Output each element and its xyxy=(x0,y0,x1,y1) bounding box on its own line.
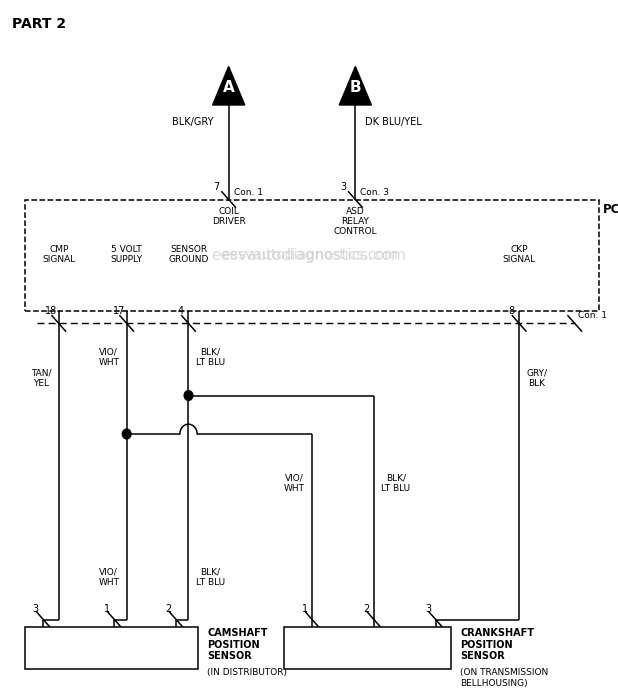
Bar xyxy=(25,199,599,312)
Text: PCM: PCM xyxy=(603,203,618,216)
Text: TAN/
YEL: TAN/ YEL xyxy=(31,368,51,388)
Text: VIO/
WHT: VIO/ WHT xyxy=(98,568,119,587)
Text: CMP
SIGNAL: CMP SIGNAL xyxy=(42,245,75,265)
Text: Con. 1: Con. 1 xyxy=(234,188,263,197)
Text: 1: 1 xyxy=(104,604,110,614)
Text: (ON TRANSMISSION
BELLHOUSING): (ON TRANSMISSION BELLHOUSING) xyxy=(460,668,549,688)
Text: 8: 8 xyxy=(509,307,515,316)
Polygon shape xyxy=(339,66,371,105)
Text: CRANKSHAFT
POSITION
SENSOR: CRANKSHAFT POSITION SENSOR xyxy=(460,628,535,661)
Text: 3: 3 xyxy=(425,604,431,614)
Text: ASD
RELAY
CONTROL: ASD RELAY CONTROL xyxy=(334,206,377,237)
Text: 2: 2 xyxy=(166,604,172,614)
Text: VIO/
WHT: VIO/ WHT xyxy=(98,347,119,367)
Text: PART 2: PART 2 xyxy=(12,18,67,32)
Text: BLK/
LT BLU: BLK/ LT BLU xyxy=(196,568,225,587)
Circle shape xyxy=(122,429,131,439)
Text: 7: 7 xyxy=(213,183,219,193)
Text: (IN DISTRIBUTOR): (IN DISTRIBUTOR) xyxy=(207,668,287,678)
Text: BLK/
LT BLU: BLK/ LT BLU xyxy=(381,473,410,493)
Text: 5 VOLT
SUPPLY: 5 VOLT SUPPLY xyxy=(111,245,143,265)
Text: A: A xyxy=(222,80,235,95)
Text: 3: 3 xyxy=(340,183,346,193)
Text: eesvautodiagnostics.com: eesvautodiagnostics.com xyxy=(221,248,397,262)
Circle shape xyxy=(184,391,193,400)
Bar xyxy=(25,626,198,668)
Text: BLK/
LT BLU: BLK/ LT BLU xyxy=(196,347,225,367)
Text: 4: 4 xyxy=(178,307,184,316)
Text: BLK/GRY: BLK/GRY xyxy=(172,118,213,127)
Text: GRY/
BLK: GRY/ BLK xyxy=(527,368,548,388)
Text: 1: 1 xyxy=(302,604,308,614)
Text: CKP
SIGNAL: CKP SIGNAL xyxy=(502,245,536,265)
Text: CAMSHAFT
POSITION
SENSOR: CAMSHAFT POSITION SENSOR xyxy=(207,628,268,661)
Text: 2: 2 xyxy=(363,604,370,614)
Text: 18: 18 xyxy=(45,307,57,316)
Text: Con. 1: Con. 1 xyxy=(578,311,607,320)
Text: DK BLU/YEL: DK BLU/YEL xyxy=(365,118,421,127)
Text: Con. 3: Con. 3 xyxy=(360,188,389,197)
Text: eesvautodiagnostics.com: eesvautodiagnostics.com xyxy=(211,248,407,263)
Text: SENSOR
GROUND: SENSOR GROUND xyxy=(168,245,209,265)
Text: COIL
DRIVER: COIL DRIVER xyxy=(212,206,245,226)
Text: B: B xyxy=(350,80,361,95)
Bar xyxy=(284,626,451,668)
Text: 17: 17 xyxy=(113,307,125,316)
Text: 3: 3 xyxy=(33,604,39,614)
Text: VIO/
WHT: VIO/ WHT xyxy=(284,473,305,493)
Polygon shape xyxy=(213,66,245,105)
